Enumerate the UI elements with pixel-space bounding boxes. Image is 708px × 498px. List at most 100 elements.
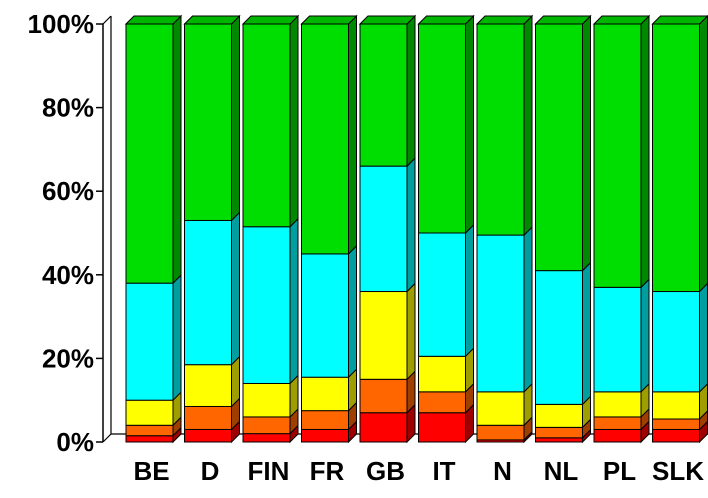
y-tick-label: 20% [42,343,94,373]
bar-front [593,391,642,418]
bar-segment [593,278,650,394]
bar-front [652,291,700,393]
y-tick-label: 60% [42,176,94,206]
bar-front [359,291,408,380]
bar-segment [359,156,416,293]
bar-front [535,403,583,428]
bar-front [476,391,525,426]
bar-front [359,412,408,443]
bar-segment [125,273,182,402]
bar-top [183,15,241,25]
bar-segment [476,416,533,442]
bar-front [125,282,174,401]
bar-front [476,424,525,441]
bar-side [465,223,474,358]
bar-side [406,14,416,168]
bar-side [348,244,357,379]
y-tick-label: 100% [28,9,95,39]
bar-side [699,282,708,394]
bar-front [418,391,466,414]
bar-front [242,433,291,443]
bar-front [184,405,232,430]
x-category-label: GB [366,456,405,486]
bar-front [535,426,583,439]
bar-front [593,428,642,443]
bar-stack-n [475,14,534,444]
bar-stack-be [124,14,183,444]
bar-top [651,15,708,25]
bar-front [418,355,466,393]
bar-top [534,15,592,25]
bar-front [593,23,642,288]
bar-front [125,435,174,443]
bar-top [475,15,534,25]
bar-side [523,14,533,237]
bar-front [125,424,174,437]
bar-front [652,391,700,420]
bars [124,14,708,444]
bar-front [652,428,700,443]
bar-side [640,14,650,289]
bar-segment [418,223,474,358]
bar-stack-d [183,14,241,444]
bar-segment [184,420,240,444]
bar-side [289,217,299,385]
bar-side [406,156,416,293]
bar-segment [358,14,417,168]
x-category-label: FR [310,456,345,486]
bar-segment [242,374,299,419]
bar-front [301,428,349,443]
bar-front [242,416,291,435]
bar-front [359,23,408,167]
bar-side [640,278,650,394]
bar-stack-gb [358,14,417,444]
y-tick-labels: 0% 20% 40% 60% 80% 100% [28,9,103,457]
bar-front [184,23,232,221]
bar-front [476,23,525,236]
bar-front [301,376,349,412]
bar-stack-fin [241,14,300,444]
bar-segment [124,14,183,285]
bar-segment [183,14,241,222]
bar-segment [242,217,299,385]
bar-side [231,211,240,366]
bar-segment [301,401,357,431]
bar-side [231,14,240,222]
bar-front [359,165,408,293]
bar-segment [476,382,533,427]
bar-segment [184,355,240,408]
x-category-label: FIN [248,456,290,486]
wall-top-edge [102,15,112,25]
bar-segment [242,407,299,435]
bar-segment [300,14,358,256]
bar-segment [418,347,474,394]
bar-side [406,282,416,381]
bar-front [184,428,232,443]
bar-segment [241,14,300,228]
bar-side [172,14,182,285]
bar-side [348,14,357,256]
bar-segment [359,282,416,381]
bar-segment [476,225,533,394]
bar-stack-slk [651,14,708,444]
bar-stack-nl [534,14,592,444]
bar-side [699,14,708,293]
bar-side [172,273,182,402]
bar-front [242,23,291,228]
bar-front [418,412,466,443]
bar-front [184,219,232,366]
bar-front [652,23,700,293]
bar-front [535,270,583,405]
bar-front [535,437,583,443]
bar-front [125,23,174,284]
bar-front [359,378,408,414]
bar-top [124,15,183,25]
x-category-label: SLK [652,456,704,486]
bar-front [535,23,583,272]
bar-side [289,14,299,228]
x-category-label: PL [603,456,636,486]
x-category-labels: BE D FIN FR GB IT N NL PL SLK [133,456,704,486]
bar-segment [417,14,475,235]
bar-stack-fr [300,14,358,444]
